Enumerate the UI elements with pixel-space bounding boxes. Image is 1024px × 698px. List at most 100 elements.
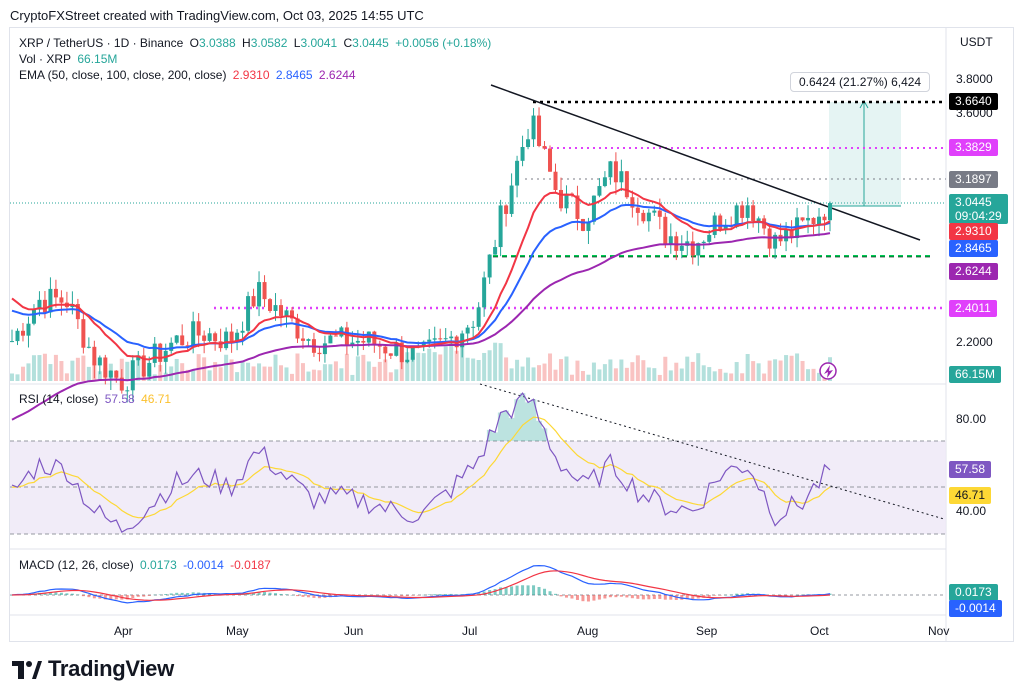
legend-h-value: 3.0582 [250, 36, 288, 50]
macd-hist-bar [317, 595, 321, 599]
volume-bar [509, 368, 514, 381]
volume-bar [438, 354, 443, 381]
macd-hist-bar [312, 595, 316, 598]
candle-body [806, 217, 811, 221]
macd-hist-bar [526, 585, 530, 595]
legend-ema-label: EMA (50, close, 100, close, 200, close) [19, 68, 227, 82]
macd-hist-bar [515, 585, 519, 595]
volume-bar [64, 373, 69, 381]
candle-body [207, 333, 212, 341]
macd-hist-bar [482, 591, 486, 595]
macd-hist-bar [10, 595, 14, 596]
macd-hist-bar [394, 595, 398, 596]
candle-body [196, 321, 201, 336]
volume-bar [657, 374, 662, 381]
candle-body [641, 212, 646, 222]
volume-bar [537, 365, 542, 381]
legend-symbol: XRP / TetherUS · 1D · Binance [19, 36, 184, 50]
macd-hist-bar [268, 592, 272, 595]
volume-bar [251, 366, 256, 381]
candle-body [822, 216, 827, 221]
volume-bar [262, 366, 267, 381]
rsi-value: 57.58 [104, 392, 135, 406]
candle-body [218, 341, 223, 349]
candle-body [624, 171, 629, 198]
volume-bar [806, 369, 811, 381]
candle-body [668, 236, 673, 244]
macd-hist-bar [718, 595, 722, 596]
price-tag-3-1897: 3.1897 [949, 171, 998, 188]
macd-hist-bar [43, 592, 47, 595]
macd-hist-bar [652, 595, 656, 600]
candle-body [355, 340, 360, 343]
rsi-tick-80: 80.00 [956, 412, 987, 426]
candle-body [828, 203, 832, 221]
price-tag-ema200: 2.6244 [949, 263, 998, 280]
candle-body [575, 195, 580, 219]
candle-body [20, 330, 25, 336]
currency-label[interactable]: USDT [960, 35, 993, 49]
macd-hist-bar [784, 595, 788, 596]
volume-bar [784, 355, 789, 381]
macd-histogram [10, 585, 832, 602]
volume-bar [734, 362, 739, 381]
macd-hist-bar [554, 593, 558, 595]
macd-hist-value: 0.0173 [140, 558, 177, 572]
macd-tag-hist: 0.0173 [949, 584, 998, 601]
volume-bar [273, 354, 278, 381]
macd-hist-bar [92, 595, 96, 599]
macd-hist-bar [114, 595, 118, 600]
volume-bar [602, 364, 607, 381]
macd-hist-bar [125, 595, 129, 600]
volume-bar [641, 360, 646, 381]
candle-body [591, 195, 596, 222]
ema100-line [11, 203, 831, 350]
macd-hist-bar [548, 591, 552, 595]
candle-body [180, 335, 185, 346]
candle-body [493, 247, 498, 255]
legend-l-label: L [293, 36, 301, 50]
candle-body [405, 359, 410, 363]
candle-body [31, 309, 36, 324]
volume-bar [15, 374, 20, 381]
candle-body [37, 299, 42, 310]
candle-body [476, 307, 481, 327]
price-tag-3-664: 3.6640 [949, 93, 998, 110]
macd-hist-bar [54, 592, 58, 595]
x-tick-aug: Aug [577, 624, 599, 638]
macd-hist-bar [608, 595, 612, 598]
macd-hist-bar [493, 589, 497, 595]
rsi-tag-value: 57.58 [949, 461, 992, 478]
x-tick-jul: Jul [462, 624, 478, 638]
candle-body [268, 299, 273, 311]
candle-body [504, 205, 509, 214]
candle-body [59, 297, 64, 303]
macd-hist-bar [142, 595, 146, 597]
macd-signal-line [11, 570, 831, 601]
candle-body [262, 282, 267, 300]
volume-bar [240, 361, 245, 381]
volume-bar [690, 361, 695, 381]
volume-bar [800, 360, 805, 381]
macd-hist-bar [795, 594, 799, 596]
candle-body [548, 148, 553, 172]
volume-bar [26, 363, 31, 381]
macd-hist-bar [438, 594, 442, 595]
macd-hist-bar [48, 592, 52, 595]
candle-body [817, 216, 822, 225]
macd-hist-bar [575, 595, 579, 600]
candle-body [652, 210, 657, 213]
volume-bar [580, 370, 585, 381]
volume-bar [213, 362, 218, 381]
macd-hist-bar [586, 595, 590, 602]
volume-bar [630, 362, 635, 381]
macd-hist-bar [180, 592, 184, 595]
volume-bar [679, 368, 684, 381]
macd-hist-bar [477, 592, 481, 595]
volume-bar [279, 365, 284, 381]
volume-bar [224, 354, 229, 381]
macd-hist-bar [405, 595, 409, 597]
volume-bar [531, 367, 536, 381]
macd-hist-bar [411, 595, 415, 596]
